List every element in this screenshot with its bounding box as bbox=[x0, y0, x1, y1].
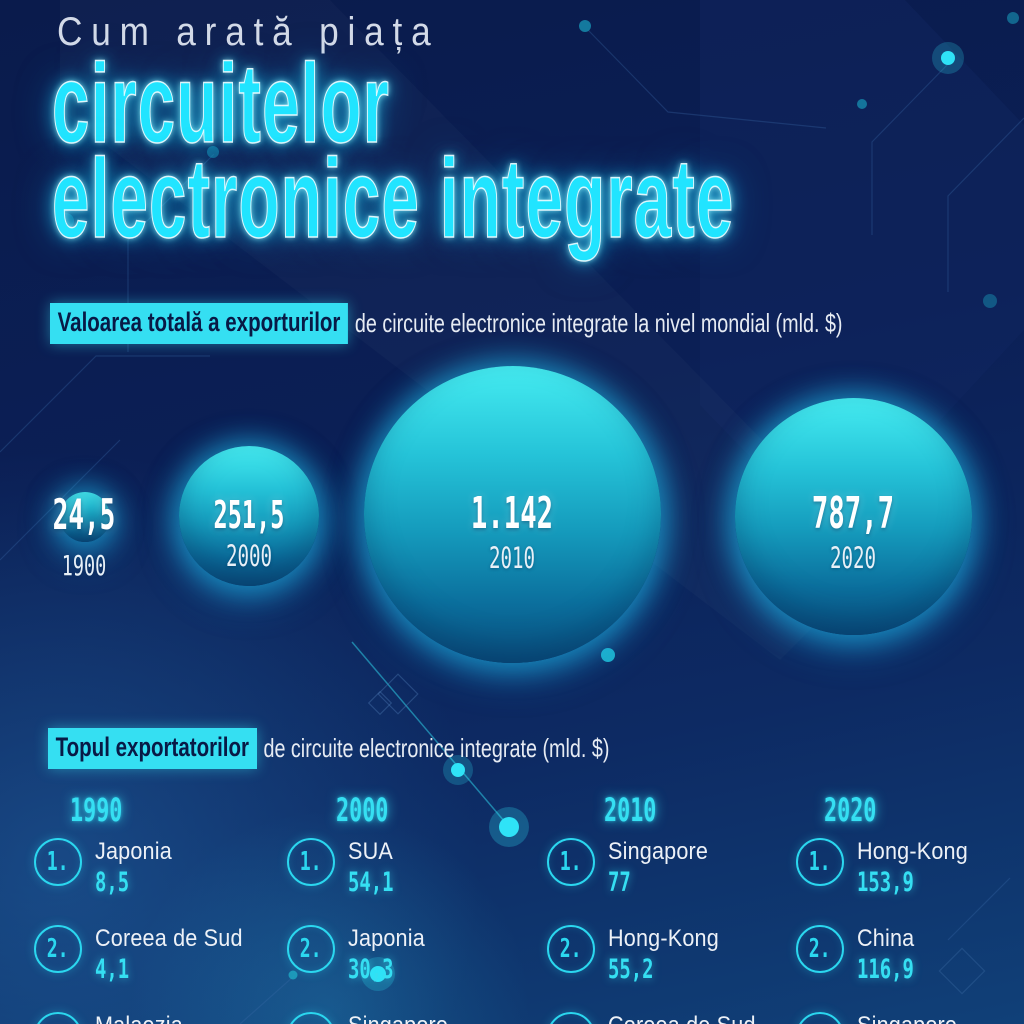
rank-number: 1. bbox=[300, 847, 322, 877]
rank-number: 1. bbox=[809, 847, 831, 877]
export-value: 54,1 bbox=[348, 867, 394, 899]
export-value: 55,2 bbox=[608, 954, 654, 986]
rank-number: 2. bbox=[300, 934, 322, 965]
rank-badge-icon: 1. bbox=[796, 838, 844, 886]
country-name: Malaezia bbox=[95, 1013, 183, 1024]
bubble-year: 2000 bbox=[225, 539, 273, 573]
list-item: 3. Malaezia3,6 bbox=[34, 1012, 284, 1024]
page-title-line-2: electronice integrate bbox=[52, 136, 735, 262]
section-top-exporters-heading: Topul exportatorilor de circuite electro… bbox=[48, 728, 609, 769]
rank-number: 2. bbox=[47, 934, 69, 965]
list-item: 2. Japonia 30,3 bbox=[287, 925, 537, 983]
list-item: 1. Singapore 77 bbox=[547, 838, 797, 896]
bubble-circle-2020 bbox=[735, 398, 972, 635]
country-name: Hong-Kong bbox=[857, 838, 968, 865]
country-name: China bbox=[857, 925, 915, 953]
export-value: 153,9 bbox=[857, 867, 914, 899]
country-name: SUA bbox=[348, 838, 393, 865]
bubble-circle-1900 bbox=[60, 492, 110, 542]
list-item: 1. Hong-Kong 153,9 bbox=[796, 838, 1024, 896]
rank-badge-icon: 2. bbox=[34, 925, 82, 974]
export-value: 8,5 bbox=[95, 867, 130, 899]
bubble-value: 24,5 bbox=[52, 490, 116, 539]
rank-badge-icon: 3. bbox=[34, 1012, 82, 1024]
column-year-header: 2020 bbox=[824, 791, 877, 829]
rank-badge-icon: 2. bbox=[547, 925, 595, 974]
rank-number: 2. bbox=[560, 934, 582, 965]
bubble-value: 1.142 bbox=[470, 488, 554, 539]
list-item: 2. China 116,9 bbox=[796, 925, 1024, 983]
list-item: 3. Singapore28,8 bbox=[287, 1012, 537, 1024]
page-title: circuitelor electronice integrate bbox=[52, 41, 735, 262]
rank-badge-icon: 2. bbox=[287, 925, 335, 974]
rank-badge-icon: 1. bbox=[34, 838, 82, 886]
exports-total-chip: Valoarea totală a exporturilor bbox=[50, 303, 349, 344]
diamond-outlines bbox=[367, 673, 986, 995]
rank-badge-icon: 3. bbox=[796, 1012, 844, 1024]
country-name: Singapore bbox=[857, 1013, 957, 1024]
country-name: Japonia bbox=[348, 925, 425, 953]
bubble-label-1900: 24,5 1900 bbox=[9, 494, 159, 580]
export-value: 77 bbox=[608, 867, 631, 899]
country-name: Hong-Kong bbox=[608, 925, 719, 953]
rank-badge-icon: 2. bbox=[796, 925, 844, 974]
list-item: 2. Coreea de Sud 4,1 bbox=[34, 925, 284, 983]
country-name: Japonia bbox=[95, 838, 172, 865]
bright-circuit-line bbox=[351, 641, 511, 829]
glow-dots bbox=[58, 12, 1019, 991]
exports-total-text: de circuite electronice integrate la niv… bbox=[354, 308, 843, 338]
country-name: Coreea de Sud bbox=[95, 925, 243, 953]
bubble-circle-2000 bbox=[179, 446, 319, 586]
export-value: 4,1 bbox=[95, 954, 130, 986]
top-exporters-text: de circuite electronice integrate (mld. … bbox=[263, 733, 610, 763]
bubble-label-2000: 251,5 2000 bbox=[174, 496, 324, 571]
export-value: 30,3 bbox=[348, 954, 394, 986]
bubble-year: 2020 bbox=[829, 541, 877, 575]
list-item: 1. SUA 54,1 bbox=[287, 838, 537, 896]
list-item: 2. Hong-Kong 55,2 bbox=[547, 925, 797, 983]
kicker-text: Cum arată piața bbox=[57, 10, 440, 54]
bubble-value: 251,5 bbox=[213, 493, 285, 537]
list-item: 1. Japonia 8,5 bbox=[34, 838, 284, 896]
diagonal-bands bbox=[700, 0, 1024, 540]
rank-badge-icon: 3. bbox=[287, 1012, 335, 1024]
country-name: Coreea de Sud bbox=[608, 1013, 756, 1024]
export-value: 116,9 bbox=[857, 954, 914, 986]
rank-number: 3. bbox=[560, 1021, 582, 1024]
country-name: Singapore bbox=[608, 838, 709, 865]
rank-number: 3. bbox=[47, 1021, 69, 1024]
column-year-header: 2000 bbox=[336, 791, 389, 829]
column-year-header: 1990 bbox=[70, 791, 123, 829]
rank-badge-icon: 3. bbox=[547, 1012, 595, 1024]
bubble-year: 2010 bbox=[488, 541, 536, 575]
section-exports-total-heading: Valoarea totală a exporturilor de circui… bbox=[50, 303, 843, 344]
rank-badge-icon: 1. bbox=[287, 838, 335, 886]
bubble-circle-2010 bbox=[364, 366, 661, 663]
page-title-line-1: circuitelor bbox=[52, 41, 391, 166]
rank-number: 1. bbox=[560, 847, 582, 877]
rank-number: 3. bbox=[300, 1021, 322, 1024]
rank-badge-icon: 1. bbox=[547, 838, 595, 886]
top-exporters-chip: Topul exportatorilor bbox=[48, 728, 257, 769]
bubble-label-2010: 1.142 2010 bbox=[412, 492, 612, 573]
bubble-label-2020: 787,7 2020 bbox=[753, 492, 953, 573]
rank-number: 2. bbox=[809, 934, 831, 965]
rank-number: 1. bbox=[47, 847, 69, 877]
list-item: 3. Coreea de Sud37,9 bbox=[547, 1012, 797, 1024]
list-item: 3. Singapore82,9 bbox=[796, 1012, 1024, 1024]
bubble-value: 787,7 bbox=[811, 488, 895, 539]
country-name: Singapore bbox=[348, 1013, 448, 1024]
bubble-year: 1900 bbox=[61, 549, 107, 582]
column-year-header: 2010 bbox=[604, 791, 657, 829]
rank-number: 3. bbox=[809, 1021, 831, 1024]
circuit-lines bbox=[0, 29, 1024, 1024]
